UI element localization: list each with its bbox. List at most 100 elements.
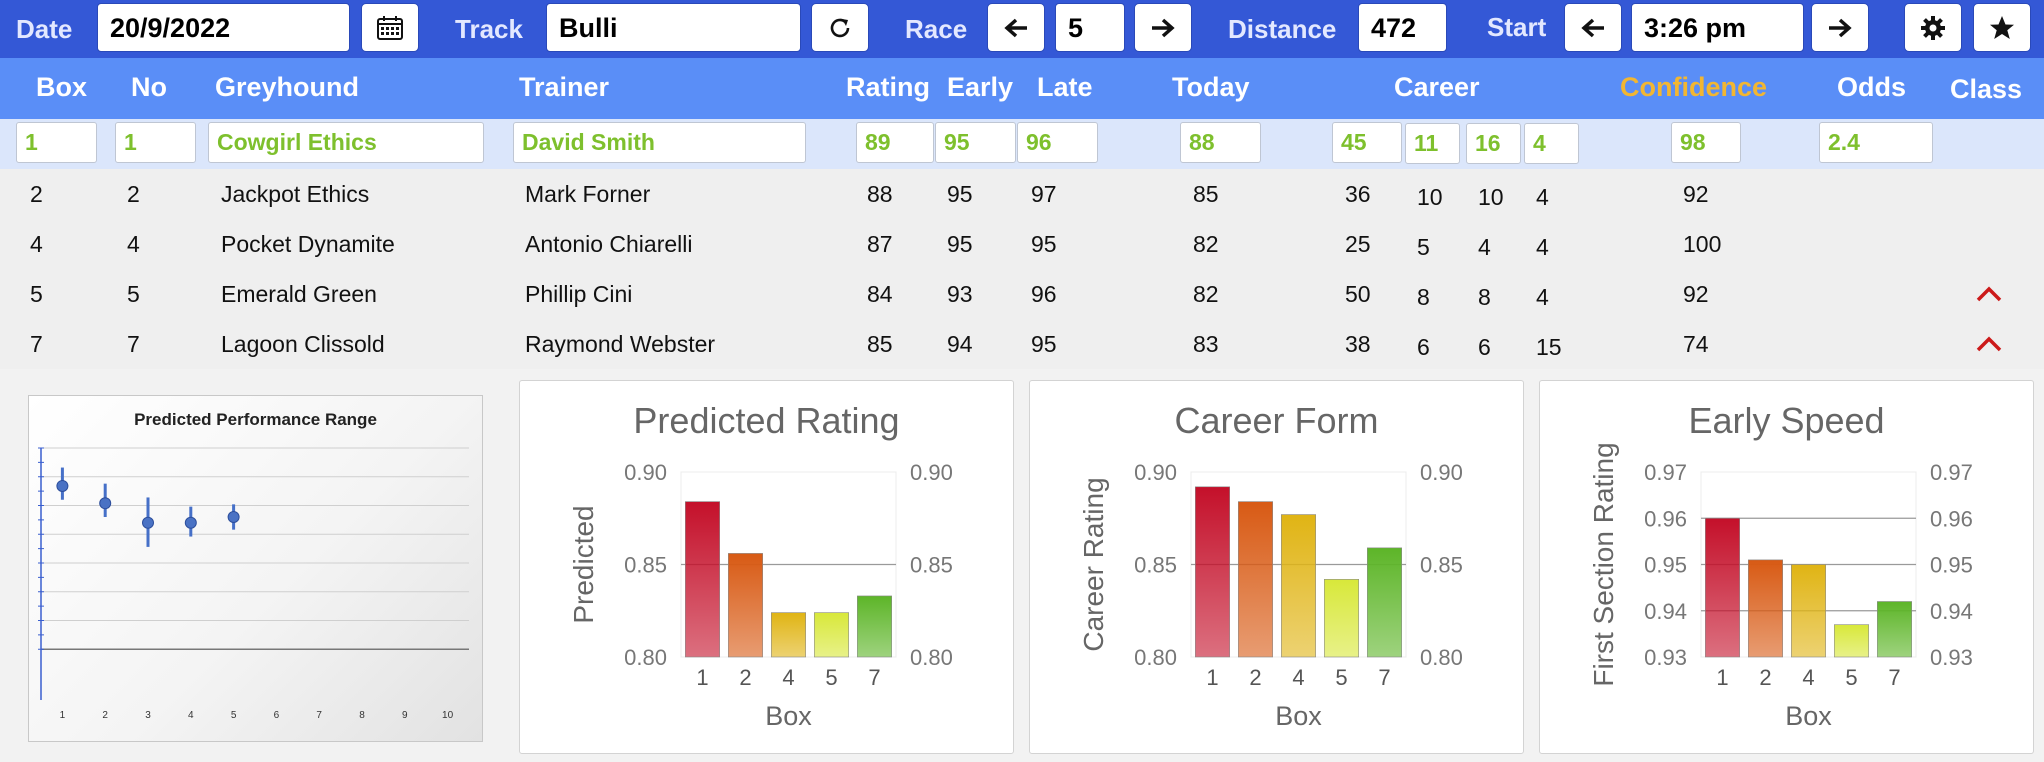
selected-career-4[interactable]: 4 <box>1524 123 1579 164</box>
distance-field[interactable]: 472 <box>1358 3 1447 52</box>
table-row[interactable]: 5 5 Emerald Green Phillip Cini 84 93 96 … <box>0 269 2044 319</box>
header-early[interactable]: Early <box>947 72 1014 102</box>
table-row[interactable]: 4 4 Pocket Dynamite Antonio Chiarelli 87… <box>0 219 2044 269</box>
x-tick-label: 9 <box>402 710 408 721</box>
row-no: 7 <box>127 331 140 357</box>
bar-box-1 <box>685 501 721 658</box>
table-row[interactable]: 7 7 Lagoon Clissold Raymond Webster 85 9… <box>0 319 2044 369</box>
bar-box-5 <box>813 612 849 658</box>
header-confidence[interactable]: Confidence <box>1620 72 1768 102</box>
row-early: 93 <box>947 281 973 307</box>
selected-today[interactable]: 88 <box>1180 122 1261 163</box>
distance-label: Distance <box>1228 14 1337 44</box>
career-form-panel: Career Form 0.80 0.80 0.85 0.85 0.90 0.90 1 2 4 5… <box>1029 380 1524 754</box>
row-box: 2 <box>30 181 43 207</box>
row-career-3: 6 <box>1478 334 1491 360</box>
settings-button[interactable] <box>1904 3 1962 52</box>
refresh-button[interactable] <box>811 3 869 52</box>
x-tick-label: 5 <box>231 710 237 721</box>
bar-box-2 <box>1238 501 1274 658</box>
x-tick-label: 1 <box>696 665 708 690</box>
row-late: 96 <box>1031 281 1057 307</box>
row-career-1: 36 <box>1345 181 1371 207</box>
runners-table: 2 2 Jackpot Ethics Mark Forner 88 95 97 … <box>0 169 2044 369</box>
row-early: 95 <box>947 181 973 207</box>
data-point-4 <box>184 516 197 529</box>
selected-box[interactable]: 1 <box>16 122 97 163</box>
header-rating[interactable]: Rating <box>846 72 930 102</box>
x-tick-label: 4 <box>188 710 194 721</box>
y-tick-label-right: 0.90 <box>910 460 953 485</box>
row-career-4: 15 <box>1536 334 1562 360</box>
header-greyhound[interactable]: Greyhound <box>215 72 360 102</box>
selected-rating[interactable]: 89 <box>856 122 934 163</box>
selected-trainer[interactable]: David Smith <box>513 122 806 163</box>
performance-range-plot: 1 2 3 4 5 6 7 8 9 10 <box>38 447 469 721</box>
selected-career-1[interactable]: 45 <box>1332 122 1402 163</box>
race-prev-button[interactable] <box>987 3 1045 52</box>
start-prev-button[interactable] <box>1564 3 1622 52</box>
row-confidence: 74 <box>1683 331 1709 357</box>
selected-career-2[interactable]: 11 <box>1405 123 1460 164</box>
bar-box-1 <box>1195 486 1231 658</box>
header-career[interactable]: Career <box>1394 72 1480 102</box>
start-next-button[interactable] <box>1811 3 1869 52</box>
row-late: 95 <box>1031 331 1057 357</box>
bar-box-4 <box>1791 564 1827 658</box>
gear-icon <box>1921 15 1945 40</box>
chevron-up-icon[interactable] <box>1975 285 2003 308</box>
header-today[interactable]: Today <box>1172 72 1250 102</box>
chevron-up-icon[interactable] <box>1975 335 2003 358</box>
selected-career-3[interactable]: 16 <box>1466 123 1521 164</box>
row-career-2: 6 <box>1417 334 1430 360</box>
start-time-field[interactable]: 3:26 pm <box>1631 3 1804 52</box>
header-odds[interactable]: Odds <box>1837 72 1907 102</box>
data-point-2 <box>99 497 112 510</box>
x-tick-label: 1 <box>1206 665 1218 690</box>
y-tick-label-left: 0.90 <box>1134 460 1177 485</box>
y-tick-label-right: 0.94 <box>1930 599 1973 624</box>
row-greyhound: Pocket Dynamite <box>221 231 395 257</box>
x-tick-label: 5 <box>1845 665 1857 690</box>
selected-odds[interactable]: 2.4 <box>1819 122 1933 163</box>
selected-runner-row[interactable]: 1 1 Cowgirl Ethics David Smith 89 95 96 … <box>0 119 2044 169</box>
header-box[interactable]: Box <box>36 72 88 102</box>
row-box: 5 <box>30 281 43 307</box>
y-tick-label-right: 0.85 <box>1420 553 1463 578</box>
y-axis-label: Career Rating <box>1078 477 1109 651</box>
selected-late[interactable]: 96 <box>1017 122 1098 163</box>
x-axis-label: Box <box>765 701 812 731</box>
race-field[interactable]: 5 <box>1055 3 1125 52</box>
track-field[interactable]: Bulli <box>546 3 801 52</box>
row-box: 7 <box>30 331 43 357</box>
row-rating: 88 <box>867 181 893 207</box>
performance-range-chart: Predicted Performance Range 1 2 3 4 5 6 7 8 9 10 <box>28 395 483 742</box>
header-trainer[interactable]: Trainer <box>519 72 610 102</box>
header-late[interactable]: Late <box>1037 72 1093 102</box>
header-no[interactable]: No <box>131 72 167 102</box>
selected-early[interactable]: 95 <box>935 122 1016 163</box>
row-early: 94 <box>947 331 973 357</box>
x-tick-label: 2 <box>102 710 108 721</box>
selected-confidence[interactable]: 98 <box>1671 122 1741 163</box>
data-point-1 <box>56 479 69 492</box>
date-field[interactable]: 20/9/2022 <box>97 3 350 52</box>
y-tick-label-right: 0.96 <box>1930 506 1973 531</box>
x-tick-label: 3 <box>145 710 151 721</box>
calendar-button[interactable] <box>361 3 419 52</box>
favorite-button[interactable] <box>1973 3 2031 52</box>
track-label: Track <box>455 14 523 44</box>
chart-title: Predicted Performance Range <box>134 410 377 429</box>
row-career-1: 50 <box>1345 281 1371 307</box>
table-row[interactable]: 2 2 Jackpot Ethics Mark Forner 88 95 97 … <box>0 169 2044 219</box>
row-career-2: 5 <box>1417 234 1430 260</box>
x-axis-label: Box <box>1785 701 1832 731</box>
race-next-button[interactable] <box>1134 3 1192 52</box>
row-late: 95 <box>1031 231 1057 257</box>
y-tick-label-left: 0.85 <box>1134 553 1177 578</box>
row-rating: 84 <box>867 281 893 307</box>
bar-box-7 <box>1366 547 1402 658</box>
selected-greyhound[interactable]: Cowgirl Ethics <box>208 122 484 163</box>
selected-no[interactable]: 1 <box>115 122 196 163</box>
header-class[interactable]: Class <box>1950 74 2023 104</box>
